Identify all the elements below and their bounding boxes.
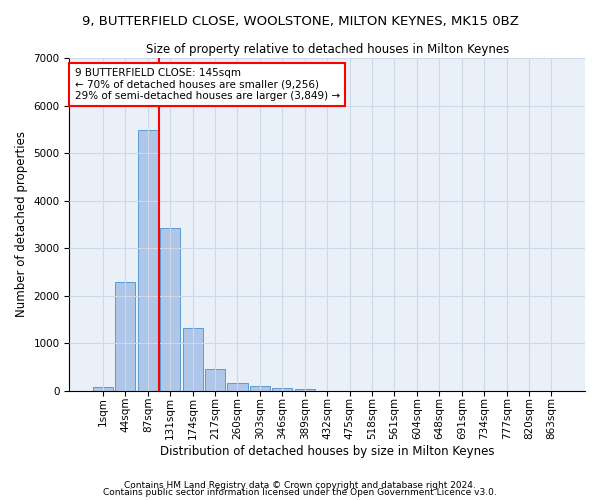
- Bar: [250, 386, 270, 390]
- Bar: [182, 328, 203, 390]
- Bar: [227, 382, 248, 390]
- Bar: [137, 130, 158, 390]
- Text: Contains HM Land Registry data © Crown copyright and database right 2024.: Contains HM Land Registry data © Crown c…: [124, 480, 476, 490]
- Bar: [93, 387, 113, 390]
- Bar: [160, 228, 181, 390]
- Text: 9, BUTTERFIELD CLOSE, WOOLSTONE, MILTON KEYNES, MK15 0BZ: 9, BUTTERFIELD CLOSE, WOOLSTONE, MILTON …: [82, 15, 518, 28]
- Bar: [115, 282, 136, 391]
- Text: Contains public sector information licensed under the Open Government Licence v3: Contains public sector information licen…: [103, 488, 497, 497]
- Title: Size of property relative to detached houses in Milton Keynes: Size of property relative to detached ho…: [146, 42, 509, 56]
- Bar: [295, 389, 315, 390]
- Text: 9 BUTTERFIELD CLOSE: 145sqm
← 70% of detached houses are smaller (9,256)
29% of : 9 BUTTERFIELD CLOSE: 145sqm ← 70% of det…: [74, 68, 340, 101]
- Y-axis label: Number of detached properties: Number of detached properties: [15, 132, 28, 318]
- X-axis label: Distribution of detached houses by size in Milton Keynes: Distribution of detached houses by size …: [160, 444, 494, 458]
- Bar: [272, 388, 292, 390]
- Bar: [205, 368, 225, 390]
